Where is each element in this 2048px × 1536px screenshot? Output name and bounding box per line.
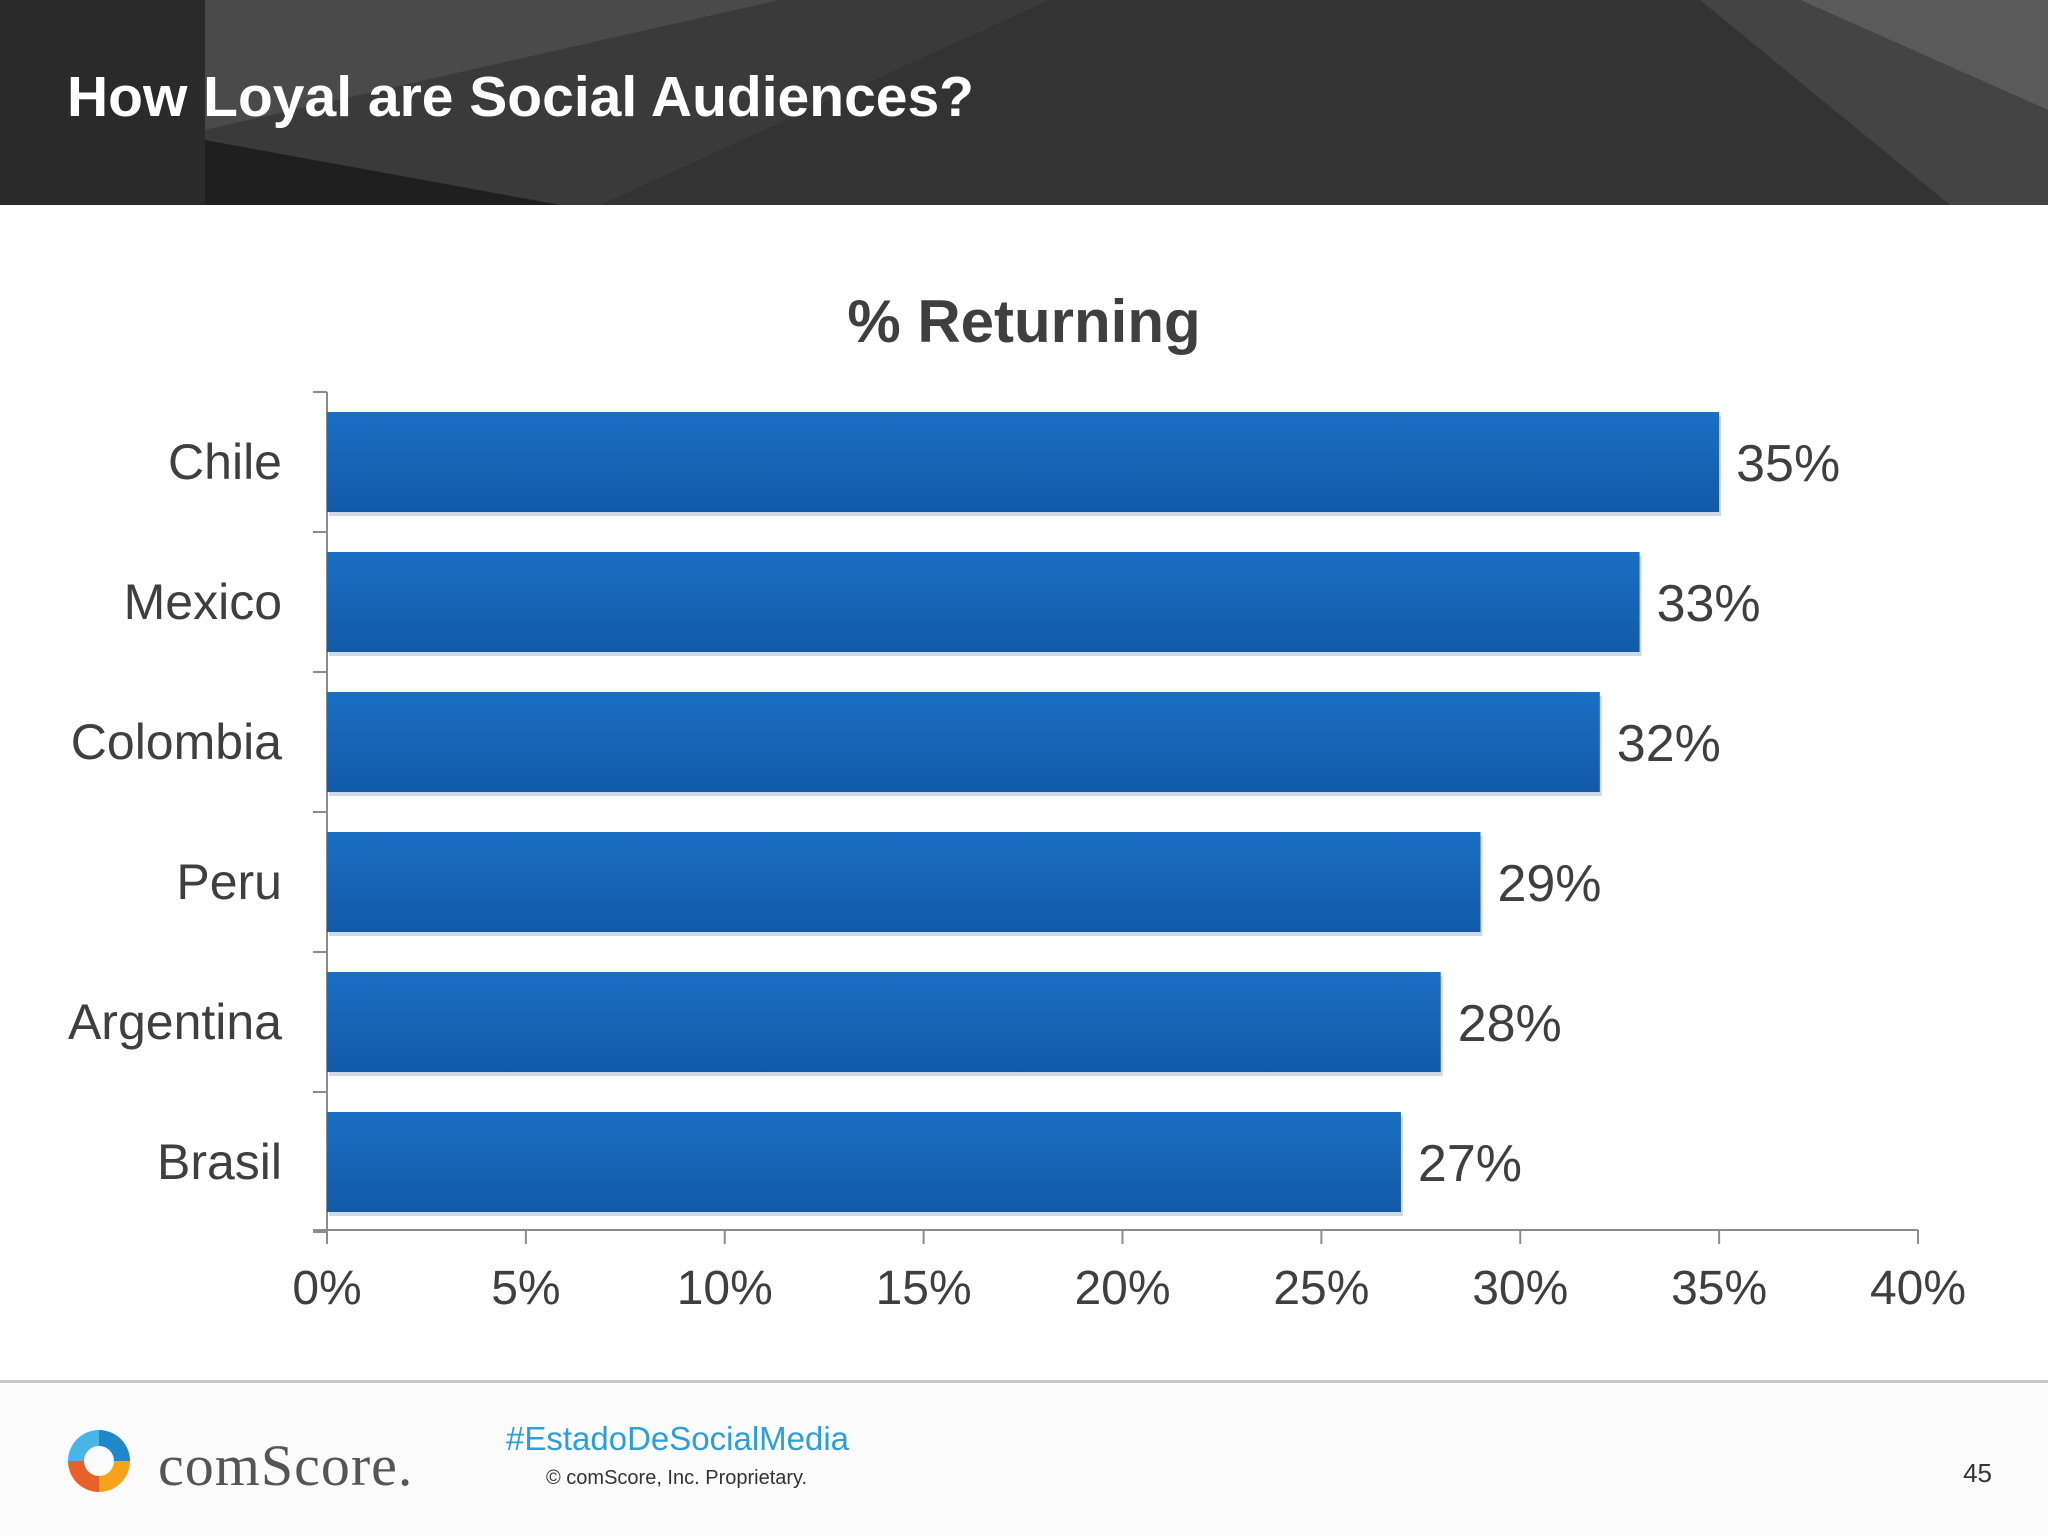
x-tick-label: 25% [1273,1262,1369,1315]
x-tick-label: 15% [876,1262,972,1315]
category-label: Mexico [124,574,282,630]
data-label: 32% [1617,715,1721,773]
chart-title: % Returning [847,288,1201,355]
category-label: Brasil [157,1134,282,1190]
data-label: 28% [1458,995,1562,1053]
data-label: 33% [1657,575,1761,633]
data-label: 27% [1418,1135,1522,1193]
x-tick-label: 5% [491,1262,560,1315]
slide-title: How Loyal are Social Audiences? [67,65,974,129]
copyright-text: © comScore, Inc. Proprietary. [546,1467,808,1489]
brand-name: comScore. [158,1433,414,1498]
footer-divider [0,1380,2048,1383]
category-label: Peru [176,854,282,910]
bar-brasil [327,1112,1401,1212]
x-tick-label: 35% [1671,1262,1767,1315]
bar-colombia [327,692,1600,792]
x-tick-label: 10% [677,1262,773,1315]
bar-chart: 0% 5% 10% 15% 20% 25% 30% 35% 40% Chile 35% Mexico 3… [68,391,1966,1315]
hashtag[interactable]: #EstadoDeSocialMedia [506,1420,850,1457]
x-tick-label: 30% [1472,1262,1568,1315]
slide-header: How Loyal are Social Audiences? [0,0,2048,205]
footer [0,1383,2048,1536]
category-label: Argentina [68,994,282,1050]
category-label: Chile [168,434,282,490]
page-number: 45 [1963,1458,1992,1488]
header-background [0,0,2048,205]
category-label: Colombia [71,714,282,770]
x-tick-label: 40% [1870,1262,1966,1315]
data-label: 35% [1736,435,1840,493]
x-tick-label: 0% [292,1262,361,1315]
bar-chile [327,412,1720,512]
x-tick-label: 20% [1074,1262,1170,1315]
bar-argentina [327,972,1441,1072]
comscore-logo-icon [68,1430,130,1492]
bar-mexico [327,552,1640,652]
bar-peru [327,832,1481,932]
data-label: 29% [1497,855,1601,913]
